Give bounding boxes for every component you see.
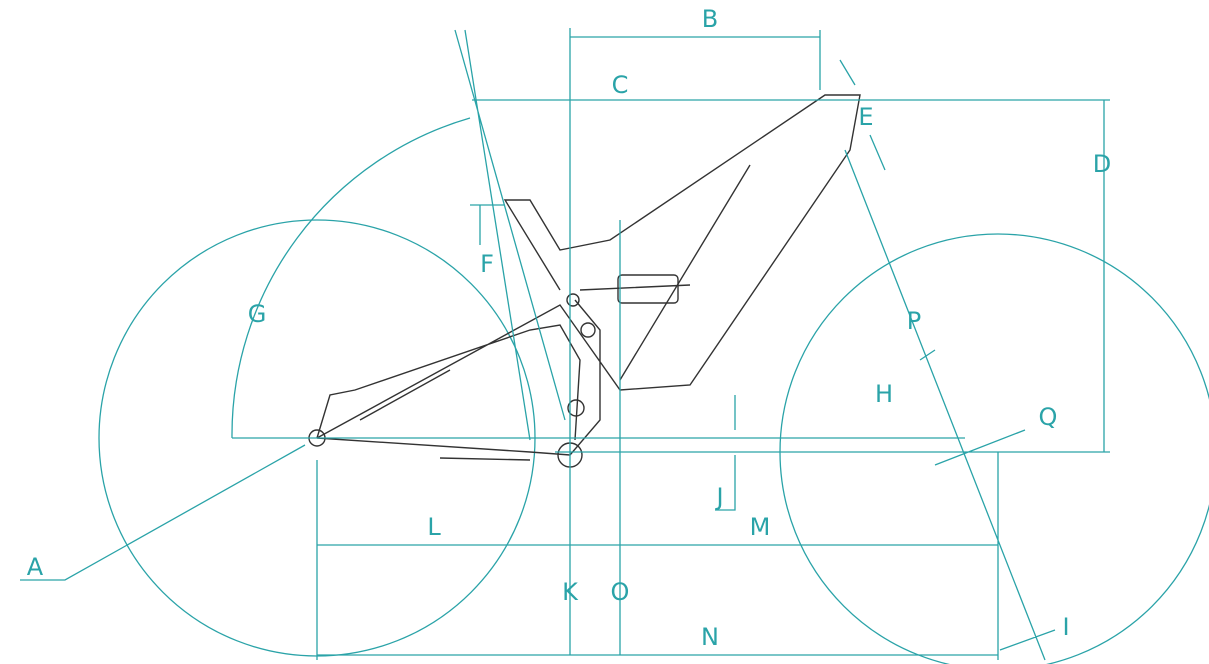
- label: B: [702, 5, 718, 33]
- label: D: [1093, 150, 1111, 178]
- label: Q: [1039, 403, 1058, 431]
- geometry-diagram: A B C D E F G H I J K L M N O P Q: [0, 0, 1209, 664]
- label: C: [612, 71, 629, 99]
- dimension-lines: [20, 28, 1110, 660]
- front-wheel: [780, 234, 1209, 664]
- pivot: [581, 323, 595, 337]
- label: M: [750, 513, 771, 541]
- labels: A B C D E F G H I J K L M N O P Q: [27, 5, 1111, 651]
- label: I: [1062, 613, 1069, 641]
- label: L: [427, 513, 441, 541]
- label: J: [714, 483, 723, 511]
- angle-arc: [232, 118, 470, 438]
- label: K: [562, 578, 579, 606]
- pivot: [567, 294, 579, 306]
- label: N: [701, 623, 719, 651]
- label: G: [248, 300, 267, 328]
- label: F: [480, 250, 494, 278]
- label: O: [611, 578, 630, 606]
- label: P: [907, 307, 921, 335]
- frame: [309, 95, 860, 467]
- label: E: [858, 103, 873, 131]
- label: A: [27, 553, 44, 581]
- frame-outline: [317, 95, 860, 460]
- label: H: [875, 380, 893, 408]
